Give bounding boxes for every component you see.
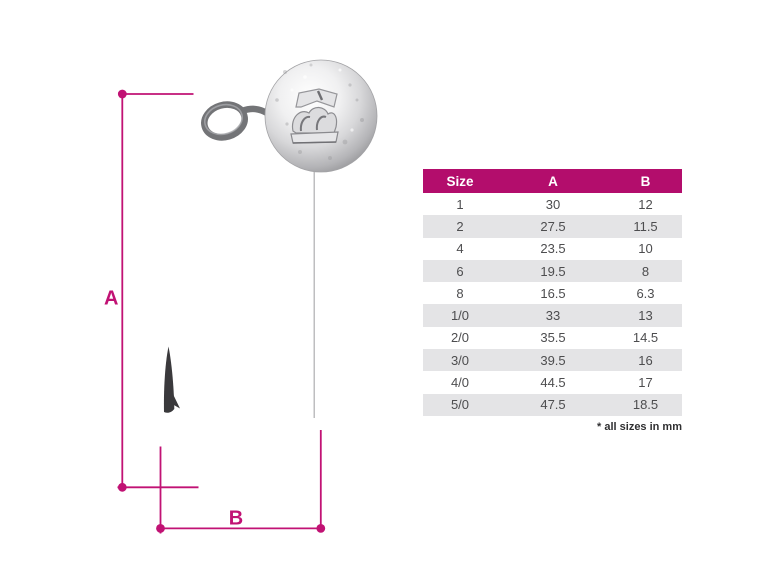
dim-b-dot-left [156, 524, 165, 533]
dim-b-dot-right [316, 524, 326, 533]
cell-b: 17 [638, 375, 653, 391]
cell-a: 30 [545, 196, 561, 212]
table-row: 4 23.5 10 [423, 238, 682, 260]
table-row: 5/0 47.5 18.5 [423, 393, 682, 416]
col-header-size: Size [423, 169, 497, 193]
cell-a: 27.5 [540, 218, 566, 234]
cell-a: 19.5 [540, 263, 566, 279]
cell-a: 44.5 [540, 375, 566, 391]
cell-size: 4/0 [450, 375, 470, 391]
table-row: 4/0 44.5 17 [423, 371, 682, 393]
table-row: 8 16.5 6.3 [423, 282, 682, 304]
units-footnote: * all sizes in mm [597, 421, 682, 433]
cell-size: 2/0 [450, 330, 470, 346]
cell-size: 1/0 [450, 308, 470, 324]
eyelet-loop-highlight [204, 103, 243, 136]
cell-b: 8 [641, 263, 650, 279]
cell-size: 5/0 [450, 397, 470, 413]
cell-a: 39.5 [540, 352, 566, 368]
cell-a: 33 [545, 308, 561, 324]
table-row: 2/0 35.5 14.5 [423, 327, 682, 349]
cell-size: 2 [456, 218, 464, 234]
col-header-a: A [497, 169, 609, 193]
table-body: 1 30 12 2 27.5 11.5 4 23.5 10 6 19.5 8 8 16.5 6.3 1/0 33… [423, 193, 682, 416]
cell-size: 4 [456, 241, 464, 257]
brand-emboss [290, 88, 339, 144]
cell-a: 23.5 [540, 241, 566, 257]
dim-a-label: A [104, 288, 118, 310]
hook-shank-and-bend [169, 130, 317, 487]
cell-a: 16.5 [540, 285, 566, 301]
table-row: 2 27.5 11.5 [423, 215, 682, 238]
table-row: 6 19.5 8 [423, 259, 682, 283]
cell-b: 6.3 [636, 285, 655, 301]
cell-b: 16 [638, 352, 653, 368]
cell-b: 12 [638, 196, 653, 212]
dim-a-dot-top [117, 89, 127, 99]
dimension-b: B [156, 430, 326, 534]
dim-b-label: B [229, 508, 243, 530]
hook-barb [169, 389, 180, 409]
dimension-a: A [104, 89, 199, 492]
size-table-grid: Size A B 1 30 12 2 27.5 11.5 4 23.5 10 6 19.5 8 8 16.… [423, 169, 682, 416]
cell-b: 14.5 [632, 330, 659, 346]
table-row: 1 30 12 [423, 193, 682, 215]
dim-a-dot-bottom [117, 482, 127, 492]
table-row: 1/0 33 13 [423, 304, 682, 327]
table-row: 3/0 39.5 16 [423, 349, 682, 372]
cell-a: 35.5 [540, 330, 566, 346]
ball-texture [275, 63, 364, 160]
cell-b: 11.5 [633, 218, 658, 234]
size-table: Size A B 1 30 12 2 27.5 11.5 4 23.5 10 6 19.5 8 8 16.… [423, 169, 682, 416]
cell-size: 8 [456, 285, 464, 301]
cell-b: 10 [638, 241, 653, 257]
col-header-b: B [609, 169, 682, 193]
cell-b: 18.5 [632, 397, 659, 413]
cell-a: 47.5 [540, 397, 566, 413]
cell-size: 6 [456, 263, 464, 279]
cell-size: 1 [456, 196, 464, 212]
cell-b: 13 [638, 308, 653, 324]
table-header-row: Size A B [423, 169, 682, 193]
cell-size: 3/0 [450, 352, 470, 368]
